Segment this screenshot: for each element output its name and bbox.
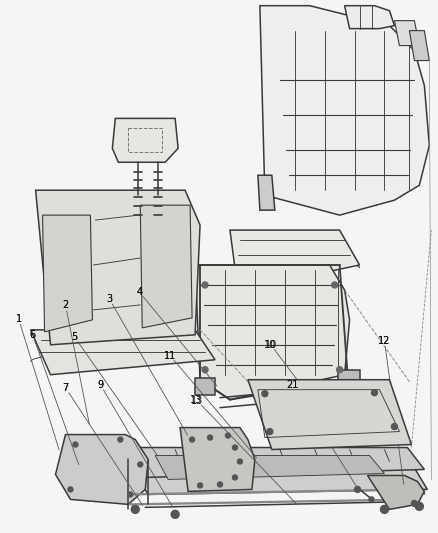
Text: 7: 7: [62, 383, 69, 393]
Text: 3: 3: [106, 294, 112, 304]
Circle shape: [226, 433, 230, 438]
Polygon shape: [410, 30, 429, 61]
Circle shape: [202, 367, 208, 373]
Text: 6: 6: [29, 330, 35, 340]
Text: 11: 11: [164, 351, 176, 361]
Text: 10: 10: [265, 340, 277, 350]
Polygon shape: [35, 190, 200, 345]
Text: 9: 9: [97, 379, 103, 390]
Circle shape: [118, 437, 123, 442]
Polygon shape: [195, 378, 215, 394]
Circle shape: [190, 437, 194, 442]
Polygon shape: [155, 456, 385, 480]
Circle shape: [237, 459, 242, 464]
Polygon shape: [125, 459, 427, 495]
Circle shape: [371, 390, 378, 395]
Text: 5: 5: [71, 332, 77, 342]
Circle shape: [369, 497, 374, 502]
Circle shape: [233, 475, 237, 480]
Text: 9: 9: [97, 379, 103, 390]
Polygon shape: [130, 448, 424, 478]
Polygon shape: [345, 6, 395, 29]
Text: 13: 13: [190, 395, 202, 406]
Circle shape: [202, 282, 208, 288]
Circle shape: [198, 483, 202, 488]
Polygon shape: [338, 370, 360, 387]
Polygon shape: [31, 330, 215, 375]
Circle shape: [392, 424, 397, 430]
Circle shape: [381, 505, 389, 513]
Polygon shape: [248, 379, 411, 449]
Circle shape: [208, 435, 212, 440]
Text: 3: 3: [106, 294, 113, 304]
Text: 5: 5: [71, 332, 78, 342]
Polygon shape: [260, 6, 429, 215]
Text: 7: 7: [62, 383, 68, 393]
Circle shape: [73, 442, 78, 447]
Circle shape: [411, 500, 417, 506]
Polygon shape: [367, 475, 424, 510]
Text: 10: 10: [265, 340, 277, 350]
Circle shape: [171, 511, 179, 518]
Polygon shape: [230, 230, 360, 285]
Circle shape: [218, 482, 223, 487]
Text: 2: 2: [62, 300, 69, 310]
Polygon shape: [140, 205, 192, 328]
Circle shape: [332, 282, 338, 288]
Circle shape: [68, 487, 73, 492]
Circle shape: [267, 429, 273, 434]
Text: 21: 21: [286, 379, 299, 390]
Circle shape: [355, 487, 360, 492]
Polygon shape: [180, 427, 255, 491]
Circle shape: [415, 503, 424, 511]
Polygon shape: [395, 21, 419, 46]
Text: 21: 21: [286, 379, 299, 390]
Circle shape: [138, 462, 143, 467]
Text: 2: 2: [62, 300, 68, 310]
Circle shape: [262, 391, 268, 397]
Text: 1: 1: [16, 314, 22, 324]
Polygon shape: [42, 215, 92, 332]
Text: 12: 12: [378, 336, 390, 346]
Polygon shape: [195, 265, 350, 400]
Text: 4: 4: [137, 287, 143, 297]
Polygon shape: [112, 118, 178, 162]
Text: 4: 4: [136, 287, 142, 297]
Circle shape: [128, 492, 133, 497]
Text: 1: 1: [16, 313, 22, 324]
Polygon shape: [258, 175, 275, 210]
Text: 12: 12: [378, 336, 391, 346]
Circle shape: [131, 505, 139, 513]
Text: 6: 6: [29, 329, 35, 340]
Text: 11: 11: [164, 351, 176, 361]
Text: 13: 13: [191, 395, 203, 406]
Polygon shape: [56, 434, 148, 504]
Circle shape: [233, 445, 237, 450]
Circle shape: [337, 367, 343, 373]
